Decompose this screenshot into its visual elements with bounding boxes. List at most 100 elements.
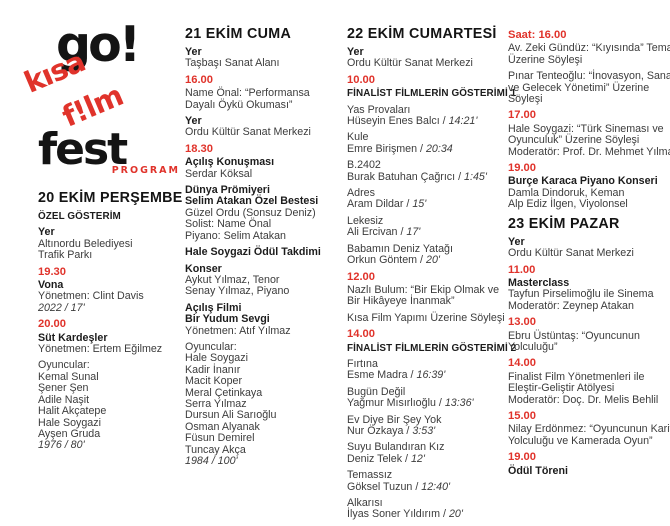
- text-line: Oyunculuk” Üzerine Söyleşi: [508, 134, 640, 147]
- column-23-ekim-pazar: Saat: 16.00 Av. Zeki Gündüz: “Kıyısında” …: [508, 27, 670, 482]
- title-line: Bir Yudum Sevgi: [185, 313, 270, 326]
- program-block: Dünya Prömiyeri Selim Atakan Özel Bestesi…: [185, 184, 339, 242]
- text-line: Tuncay Akça: [185, 443, 246, 456]
- logo-kisa-text: kısa: [19, 44, 90, 100]
- program-block: Yer Altınordu Belediyesi Trafik Parkı: [38, 226, 178, 261]
- section-heading: ÖZEL GÖSTERİM: [38, 211, 121, 222]
- program-block: 19.30: [38, 265, 178, 278]
- text-line: Pınar Tenteoğlu: “İnovasyon, Sanat: [508, 70, 670, 83]
- title-line: Yer: [38, 226, 55, 239]
- film-credit-line: Emre Birişmen / 20:34: [347, 142, 453, 155]
- program-block: 18.30: [185, 143, 339, 155]
- program-block: 12.00: [347, 270, 507, 283]
- program-block: Lekesiz Ali Ercivan / 17': [347, 215, 507, 239]
- film-credit-line: Orkun Göntem / 20': [347, 254, 440, 267]
- duration-text: 17': [406, 226, 421, 239]
- time-label: 17.00: [508, 109, 536, 122]
- program-block: B.2402 Burak Batuhan Çağrıcı / 1:45': [347, 159, 507, 183]
- text-line: Şener Şen: [38, 382, 89, 395]
- program-block: Vona Yönetmen: Clint Davis 2022 / 17': [38, 279, 178, 314]
- text-line: Yönetmen: Ertem Eğilmez: [38, 343, 163, 356]
- program-block: Saat: 16.00: [508, 29, 668, 41]
- program-block: Yer Ordu Kültür Sanat Merkezi: [508, 236, 668, 260]
- title-line: Konser: [185, 262, 222, 275]
- text-line: Serra Yılmaz: [185, 397, 247, 410]
- time-label: 12.00: [347, 270, 375, 283]
- program-block: Konser Aykut Yılmaz, Tenor Senay Yılmaz, P…: [185, 262, 339, 298]
- time-label: 14.00: [508, 357, 536, 370]
- film-credit-line: Deniz Telek / 12': [347, 452, 425, 465]
- day-heading: 20 EKİM PERŞEMBE: [38, 190, 183, 206]
- time-label: Saat: 16.00: [508, 29, 567, 41]
- text-line: Üzerine Söyleşi: [508, 53, 583, 66]
- time-label: 13.00: [508, 316, 536, 329]
- text-line: Hale Soygazi: “Türk Sineması ve: [508, 122, 664, 135]
- title-line: Ödül Töreni: [508, 464, 568, 477]
- column-20-ekim-persembe: 20 EKİM PERŞEMBE ÖZEL GÖSTERİM Yer Altınord…: [38, 188, 183, 457]
- text-line: Macit Koper: [185, 375, 243, 388]
- program-block: Yer Ordu Kültür Sanat Merkezi: [185, 115, 339, 139]
- text-line: Senay Yılmaz, Piyano: [185, 285, 290, 298]
- text-line: Ebru Üstüntaş: “Oyuncunun: [508, 329, 640, 342]
- text-line: Kadir İnanır: [185, 363, 241, 376]
- text-line: Yas Provaları: [347, 103, 411, 116]
- program-block: Kısa Film Yapımı Üzerine Söyleşi: [347, 311, 507, 324]
- program-block: Pınar Tenteoğlu: “İnovasyon, Sanat ve Gel…: [508, 70, 670, 105]
- program-block: 17.00: [508, 109, 668, 122]
- logo-go-text: go!: [56, 16, 141, 73]
- program-block: 15.00: [508, 409, 668, 422]
- title-line: Açılış Konuşması: [185, 156, 275, 169]
- duration-text: 15': [412, 198, 427, 211]
- program-block: Masterclass Tayfun Pirselimoğlu ile Sinem…: [508, 276, 668, 312]
- text-line: Meral Çetinkaya: [185, 386, 263, 399]
- program-block: 22 EKİM CUMARTESİ: [347, 26, 507, 42]
- program-block: Süt Kardeşler Yönetmen: Ertem Eğilmez: [38, 332, 178, 356]
- program-block: Hale Soygazi Ödül Takdimi: [185, 246, 339, 258]
- duration-text: 12': [410, 452, 425, 465]
- title-line: Yer: [185, 115, 202, 128]
- program-block: 14.00: [508, 357, 668, 370]
- time-label: 19.00: [508, 162, 536, 175]
- text-line: Ordu Kültür Sanat Merkezi: [508, 247, 634, 260]
- festival-program-page: go! kısa f!lm fest PROGRAM 20 EKİM PERŞE…: [19, 16, 670, 521]
- program-block: FİNALİST FİLMLERİN GÖSTERİMİ 1: [347, 88, 516, 99]
- text-line: Altınordu Belediyesi: [38, 237, 133, 250]
- program-block: Nilay Erdönmez: “Oyuncunun Kariyer Yolcul…: [508, 423, 670, 447]
- film-credit-line: Aram Dildar / 15': [347, 198, 427, 211]
- title-line: Masterclass: [508, 276, 570, 289]
- text-line: Yönetmen: Atıf Yılmaz: [185, 324, 291, 337]
- time-label: 11.00: [508, 263, 536, 276]
- text-line: Kısa Film Yapımı Üzerine Söyleşi: [347, 311, 505, 324]
- text-line: B.2402: [347, 159, 381, 172]
- time-label: 15.00: [508, 409, 536, 422]
- program-block: Fırtına Esme Madra / 16:39': [347, 358, 507, 382]
- program-block: 20.00: [38, 318, 178, 331]
- text-line: Tayfun Pirselimoğlu ile Sinema: [508, 288, 654, 301]
- text-line: Halit Akçatepe: [38, 405, 107, 418]
- duration-text: 1:45': [464, 170, 487, 183]
- program-block: Nazlı Bulum: “Bir Ekip Olmak ve Bir Hikây…: [347, 284, 507, 308]
- text-line: Adile Naşit: [38, 393, 90, 406]
- text-line: Yolculuğu ve Kamerada Oyun”: [508, 434, 653, 447]
- text-line: Ordu Kültür Sanat Merkezi: [185, 126, 311, 139]
- duration-text: 16:39': [416, 369, 446, 382]
- text-line: Nilay Erdönmez: “Oyuncunun Kariyer: [508, 423, 670, 436]
- time-label: 20.00: [38, 318, 66, 331]
- duration-text: 20:34: [425, 142, 453, 155]
- text-line: Damla Dindoruk, Keman: [508, 186, 625, 199]
- title-line: Dünya Prömiyeri: [185, 184, 270, 197]
- text-line: Alkarısı: [347, 497, 383, 509]
- program-block: 11.00: [508, 263, 668, 276]
- program-block: Yer Ordu Kültür Sanat Merkezi: [347, 46, 507, 70]
- title-line: Yer: [347, 46, 364, 58]
- program-block: Babamın Deniz Yatağı Orkun Göntem / 20': [347, 243, 507, 267]
- text-line: Taşbaşı Sanat Alanı: [185, 57, 280, 70]
- time-label: 19.30: [38, 265, 66, 278]
- text-line: Füsun Demirel: [185, 432, 255, 445]
- program-block: Oyuncular: Kemal Sunal Şener Şen Adile Naşi…: [38, 360, 178, 452]
- title-line: Selim Atakan Özel Bestesi: [185, 195, 319, 208]
- program-block: Ev Diye Bir Şey Yok Nur Özkaya / 3:53': [347, 414, 507, 438]
- program-block: Adres Aram Dildar / 15': [347, 187, 507, 211]
- section-heading: FİNALİST FİLMLERİN GÖSTERİMİ 2: [347, 342, 517, 354]
- text-line: ve Gelecek Yönetimi” Üzerine: [508, 81, 650, 94]
